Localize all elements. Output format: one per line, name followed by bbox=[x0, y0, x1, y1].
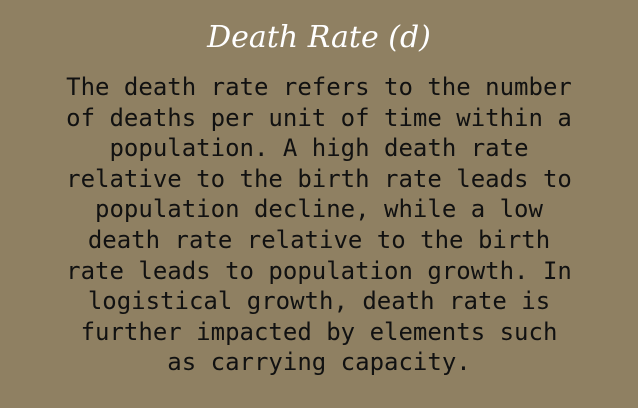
card-title: Death Rate (d) bbox=[207, 20, 431, 55]
description-line: The death rate refers to the number bbox=[66, 73, 572, 101]
description-line: relative to the birth rate leads to bbox=[66, 164, 572, 193]
description-line: logistical growth, death rate is bbox=[87, 287, 551, 316]
description-line: population. A high death rate bbox=[109, 134, 529, 163]
description-line: further impacted by elements such bbox=[80, 317, 558, 346]
description-line: as carrying capacity. bbox=[167, 348, 471, 377]
description-line: of deaths per unit of time within a bbox=[66, 103, 572, 132]
description-line: rate leads to population growth. In bbox=[66, 256, 572, 285]
description-line: population decline, while a low bbox=[95, 195, 543, 224]
description-line: death rate relative to the birth bbox=[87, 225, 551, 254]
card-description: The death rate refers to the number of d… bbox=[24, 72, 614, 378]
